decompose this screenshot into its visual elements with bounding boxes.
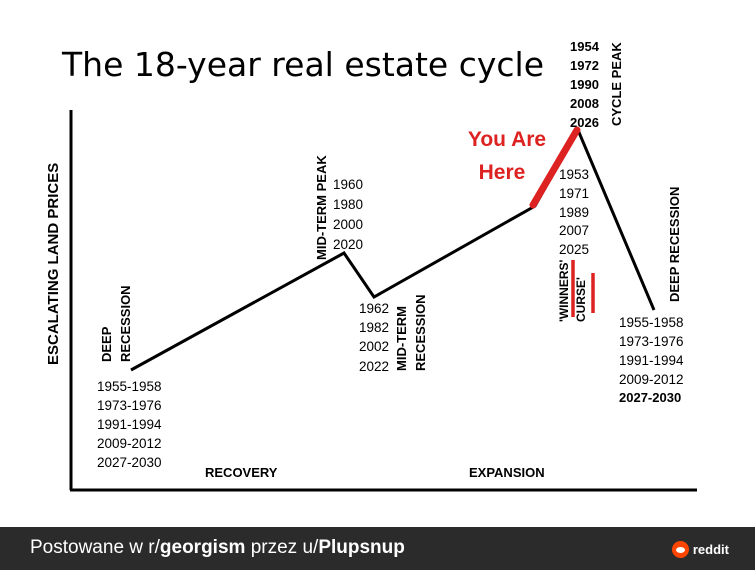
cycle-diagram: The 18-year real estate cycle ESCALATING… bbox=[45, 39, 697, 492]
svg-text:2020: 2020 bbox=[333, 237, 363, 252]
svg-text:2009-2012: 2009-2012 bbox=[97, 436, 162, 451]
svg-text:1973-1976: 1973-1976 bbox=[97, 398, 162, 413]
svg-text:1960: 1960 bbox=[333, 177, 363, 192]
years-cycle-peak: 1954 1972 1990 2008 2026 bbox=[570, 39, 600, 130]
you-are-here-marker bbox=[529, 126, 581, 209]
phase-winners-curse-1: 'WINNERS' bbox=[557, 259, 571, 322]
svg-text:2002: 2002 bbox=[359, 339, 389, 354]
footer-attribution: Postowane w r/georgism przez u/Plupsnup bbox=[30, 537, 405, 558]
years-mid-term-peak: 1960 1980 2000 2020 bbox=[333, 177, 363, 252]
svg-text:2007: 2007 bbox=[559, 223, 589, 238]
x-label-expansion: EXPANSION bbox=[469, 465, 545, 480]
svg-text:1971: 1971 bbox=[559, 186, 589, 201]
phase-cycle-peak: CYCLE PEAK bbox=[609, 42, 624, 126]
svg-text:1991-1994: 1991-1994 bbox=[619, 353, 684, 368]
phase-deep-recession-left-1: DEEP bbox=[99, 326, 114, 362]
svg-text:2000: 2000 bbox=[333, 217, 363, 232]
svg-text:2027-2030: 2027-2030 bbox=[97, 455, 162, 470]
svg-text:2027-2030: 2027-2030 bbox=[619, 390, 681, 405]
svg-text:1990: 1990 bbox=[570, 77, 599, 92]
phase-deep-recession-right: DEEP RECESSION bbox=[667, 187, 682, 302]
you-are-here-1: You Are bbox=[468, 128, 546, 151]
subreddit-link[interactable]: georgism bbox=[159, 537, 246, 558]
reddit-alien-icon bbox=[671, 540, 689, 558]
phase-deep-recession-left-2: RECESSION bbox=[118, 285, 133, 362]
years-mid-term-recession: 1962 1982 2002 2022 bbox=[359, 301, 389, 374]
svg-text:1955-1958: 1955-1958 bbox=[619, 315, 684, 330]
svg-text:2008: 2008 bbox=[570, 96, 599, 111]
user-link[interactable]: Plupsnup bbox=[318, 537, 405, 558]
phase-mid-term-recession-1: MID-TERM bbox=[394, 306, 409, 371]
svg-text:1973-1976: 1973-1976 bbox=[619, 334, 684, 349]
svg-text:1954: 1954 bbox=[570, 39, 600, 54]
svg-text:1989: 1989 bbox=[559, 205, 589, 220]
svg-text:2009-2012: 2009-2012 bbox=[619, 372, 684, 387]
years-deep-recession-right: 1955-1958 1973-1976 1991-1994 2009-2012 … bbox=[619, 315, 684, 405]
svg-text:2022: 2022 bbox=[359, 359, 389, 374]
svg-text:1982: 1982 bbox=[359, 320, 389, 335]
page-title: The 18-year real estate cycle bbox=[61, 45, 544, 84]
you-are-here-2: Here bbox=[479, 161, 526, 184]
svg-text:1953: 1953 bbox=[559, 167, 589, 182]
svg-text:1991-1994: 1991-1994 bbox=[97, 417, 162, 432]
svg-text:2026: 2026 bbox=[570, 115, 599, 130]
svg-text:1962: 1962 bbox=[359, 301, 389, 316]
phase-mid-term-peak: MID-TERM PEAK bbox=[314, 155, 329, 260]
svg-text:1980: 1980 bbox=[333, 197, 363, 212]
footer-bar: Postowane w r/georgism przez u/Plupsnup … bbox=[0, 527, 755, 570]
years-pre-peak: 1953 1971 1989 2007 2025 bbox=[559, 167, 589, 257]
phase-winners-curse-2: CURSE' bbox=[574, 277, 588, 322]
phase-mid-term-recession-2: RECESSION bbox=[413, 294, 428, 371]
svg-text:2025: 2025 bbox=[559, 242, 589, 257]
x-label-recovery: RECOVERY bbox=[205, 465, 278, 480]
svg-text:1955-1958: 1955-1958 bbox=[97, 379, 162, 394]
reddit-logo[interactable]: reddit bbox=[671, 539, 729, 559]
y-axis-label: ESCALATING LAND PRICES bbox=[45, 163, 62, 365]
years-deep-recession-left: 1955-1958 1973-1976 1991-1994 2009-2012 … bbox=[97, 379, 162, 470]
cycle-line bbox=[130, 126, 656, 372]
svg-text:1972: 1972 bbox=[570, 58, 599, 73]
